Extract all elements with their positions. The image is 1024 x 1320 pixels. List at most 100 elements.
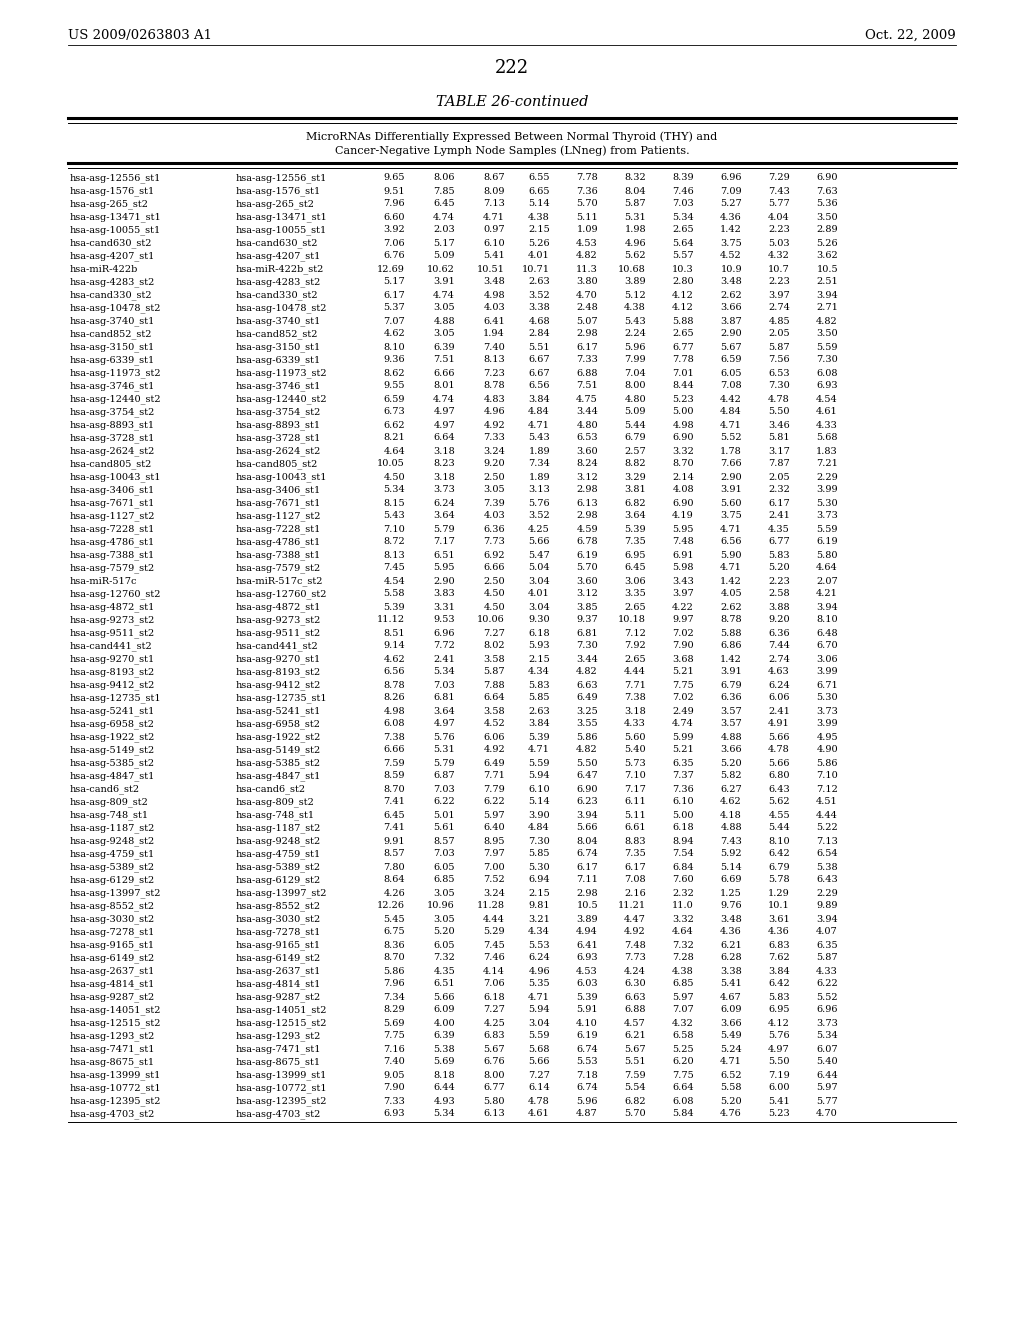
Text: hsa-asg-6129_st2: hsa-asg-6129_st2 bbox=[70, 875, 156, 884]
Text: hsa-cand441_st2: hsa-cand441_st2 bbox=[236, 642, 318, 651]
Text: 5.14: 5.14 bbox=[720, 862, 742, 871]
Text: 3.05: 3.05 bbox=[433, 915, 455, 924]
Text: 6.53: 6.53 bbox=[768, 368, 790, 378]
Text: 9.76: 9.76 bbox=[720, 902, 742, 911]
Text: 4.10: 4.10 bbox=[577, 1019, 598, 1027]
Text: 4.82: 4.82 bbox=[577, 746, 598, 755]
Text: 5.70: 5.70 bbox=[577, 564, 598, 573]
Text: 4.68: 4.68 bbox=[528, 317, 550, 326]
Text: 7.36: 7.36 bbox=[577, 186, 598, 195]
Text: 5.66: 5.66 bbox=[528, 1057, 550, 1067]
Text: 4.96: 4.96 bbox=[625, 239, 646, 248]
Text: 6.77: 6.77 bbox=[483, 1084, 505, 1093]
Text: 2.71: 2.71 bbox=[816, 304, 838, 313]
Text: 3.85: 3.85 bbox=[577, 602, 598, 611]
Text: 4.70: 4.70 bbox=[816, 1110, 838, 1118]
Text: 4.97: 4.97 bbox=[768, 1044, 790, 1053]
Text: 5.17: 5.17 bbox=[383, 277, 406, 286]
Text: 8.23: 8.23 bbox=[433, 459, 455, 469]
Text: 9.14: 9.14 bbox=[383, 642, 406, 651]
Text: 4.53: 4.53 bbox=[577, 239, 598, 248]
Text: 7.27: 7.27 bbox=[483, 1006, 505, 1015]
Text: 4.54: 4.54 bbox=[816, 395, 838, 404]
Text: 6.42: 6.42 bbox=[768, 850, 790, 858]
Text: 4.21: 4.21 bbox=[816, 590, 838, 598]
Text: 5.96: 5.96 bbox=[577, 1097, 598, 1106]
Text: 3.62: 3.62 bbox=[816, 252, 838, 260]
Text: hsa-asg-3030_st2: hsa-asg-3030_st2 bbox=[236, 915, 322, 924]
Text: hsa-asg-14051_st2: hsa-asg-14051_st2 bbox=[70, 1005, 162, 1015]
Text: 6.07: 6.07 bbox=[816, 1044, 838, 1053]
Text: 5.53: 5.53 bbox=[528, 940, 550, 949]
Text: 4.19: 4.19 bbox=[672, 511, 694, 520]
Text: 5.97: 5.97 bbox=[673, 993, 694, 1002]
Text: hsa-miR-517c: hsa-miR-517c bbox=[70, 577, 137, 586]
Text: 4.52: 4.52 bbox=[720, 252, 742, 260]
Text: 5.39: 5.39 bbox=[577, 993, 598, 1002]
Text: 7.80: 7.80 bbox=[383, 862, 406, 871]
Text: 5.03: 5.03 bbox=[768, 239, 790, 248]
Text: 2.80: 2.80 bbox=[673, 277, 694, 286]
Text: 6.19: 6.19 bbox=[577, 1031, 598, 1040]
Text: hsa-asg-13999_st1: hsa-asg-13999_st1 bbox=[70, 1071, 162, 1080]
Text: 11.12: 11.12 bbox=[377, 615, 406, 624]
Text: 2.15: 2.15 bbox=[528, 888, 550, 898]
Text: 6.17: 6.17 bbox=[768, 499, 790, 507]
Text: hsa-asg-265_st2: hsa-asg-265_st2 bbox=[236, 199, 315, 209]
Text: 5.66: 5.66 bbox=[768, 733, 790, 742]
Text: 7.06: 7.06 bbox=[383, 239, 406, 248]
Text: 5.54: 5.54 bbox=[625, 1084, 646, 1093]
Text: 4.33: 4.33 bbox=[624, 719, 646, 729]
Text: hsa-asg-12760_st2: hsa-asg-12760_st2 bbox=[236, 589, 328, 599]
Text: 6.77: 6.77 bbox=[768, 537, 790, 546]
Text: 6.90: 6.90 bbox=[577, 784, 598, 793]
Text: 4.74: 4.74 bbox=[672, 719, 694, 729]
Text: 8.39: 8.39 bbox=[673, 173, 694, 182]
Text: 6.05: 6.05 bbox=[721, 368, 742, 378]
Text: 7.04: 7.04 bbox=[625, 368, 646, 378]
Text: 7.02: 7.02 bbox=[672, 693, 694, 702]
Text: 6.56: 6.56 bbox=[384, 668, 406, 676]
Text: 5.66: 5.66 bbox=[528, 537, 550, 546]
Text: 7.35: 7.35 bbox=[625, 537, 646, 546]
Text: hsa-asg-3150_st1: hsa-asg-3150_st1 bbox=[236, 342, 322, 352]
Text: 5.92: 5.92 bbox=[720, 850, 742, 858]
Text: 7.71: 7.71 bbox=[624, 681, 646, 689]
Text: hsa-asg-12556_st1: hsa-asg-12556_st1 bbox=[70, 173, 162, 183]
Text: 6.19: 6.19 bbox=[816, 537, 838, 546]
Text: 4.44: 4.44 bbox=[483, 915, 505, 924]
Text: 4.54: 4.54 bbox=[383, 577, 406, 586]
Text: 6.62: 6.62 bbox=[383, 421, 406, 429]
Text: 3.44: 3.44 bbox=[577, 408, 598, 417]
Text: 2.29: 2.29 bbox=[816, 473, 838, 482]
Text: hsa-asg-4814_st1: hsa-asg-4814_st1 bbox=[236, 979, 322, 989]
Text: 5.57: 5.57 bbox=[673, 252, 694, 260]
Text: 6.95: 6.95 bbox=[625, 550, 646, 560]
Text: 4.78: 4.78 bbox=[768, 395, 790, 404]
Text: 2.15: 2.15 bbox=[528, 655, 550, 664]
Text: 4.42: 4.42 bbox=[720, 395, 742, 404]
Text: 8.72: 8.72 bbox=[383, 537, 406, 546]
Text: 5.86: 5.86 bbox=[384, 966, 406, 975]
Text: 3.73: 3.73 bbox=[816, 511, 838, 520]
Text: hsa-asg-10055_st1: hsa-asg-10055_st1 bbox=[236, 226, 328, 235]
Text: 7.27: 7.27 bbox=[483, 628, 505, 638]
Text: 5.31: 5.31 bbox=[625, 213, 646, 222]
Text: 7.90: 7.90 bbox=[383, 1084, 406, 1093]
Text: 3.04: 3.04 bbox=[528, 1019, 550, 1027]
Text: 7.09: 7.09 bbox=[720, 186, 742, 195]
Text: 3.17: 3.17 bbox=[768, 446, 790, 455]
Text: 4.04: 4.04 bbox=[768, 213, 790, 222]
Text: 6.70: 6.70 bbox=[816, 642, 838, 651]
Text: 7.43: 7.43 bbox=[720, 837, 742, 846]
Text: 6.83: 6.83 bbox=[768, 940, 790, 949]
Text: 6.93: 6.93 bbox=[577, 953, 598, 962]
Text: 10.3: 10.3 bbox=[672, 264, 694, 273]
Text: 6.94: 6.94 bbox=[528, 875, 550, 884]
Text: 5.69: 5.69 bbox=[384, 1019, 406, 1027]
Text: 4.96: 4.96 bbox=[483, 408, 505, 417]
Text: hsa-asg-3150_st1: hsa-asg-3150_st1 bbox=[70, 342, 156, 352]
Text: 4.53: 4.53 bbox=[577, 966, 598, 975]
Text: 5.94: 5.94 bbox=[528, 771, 550, 780]
Text: 3.13: 3.13 bbox=[528, 486, 550, 495]
